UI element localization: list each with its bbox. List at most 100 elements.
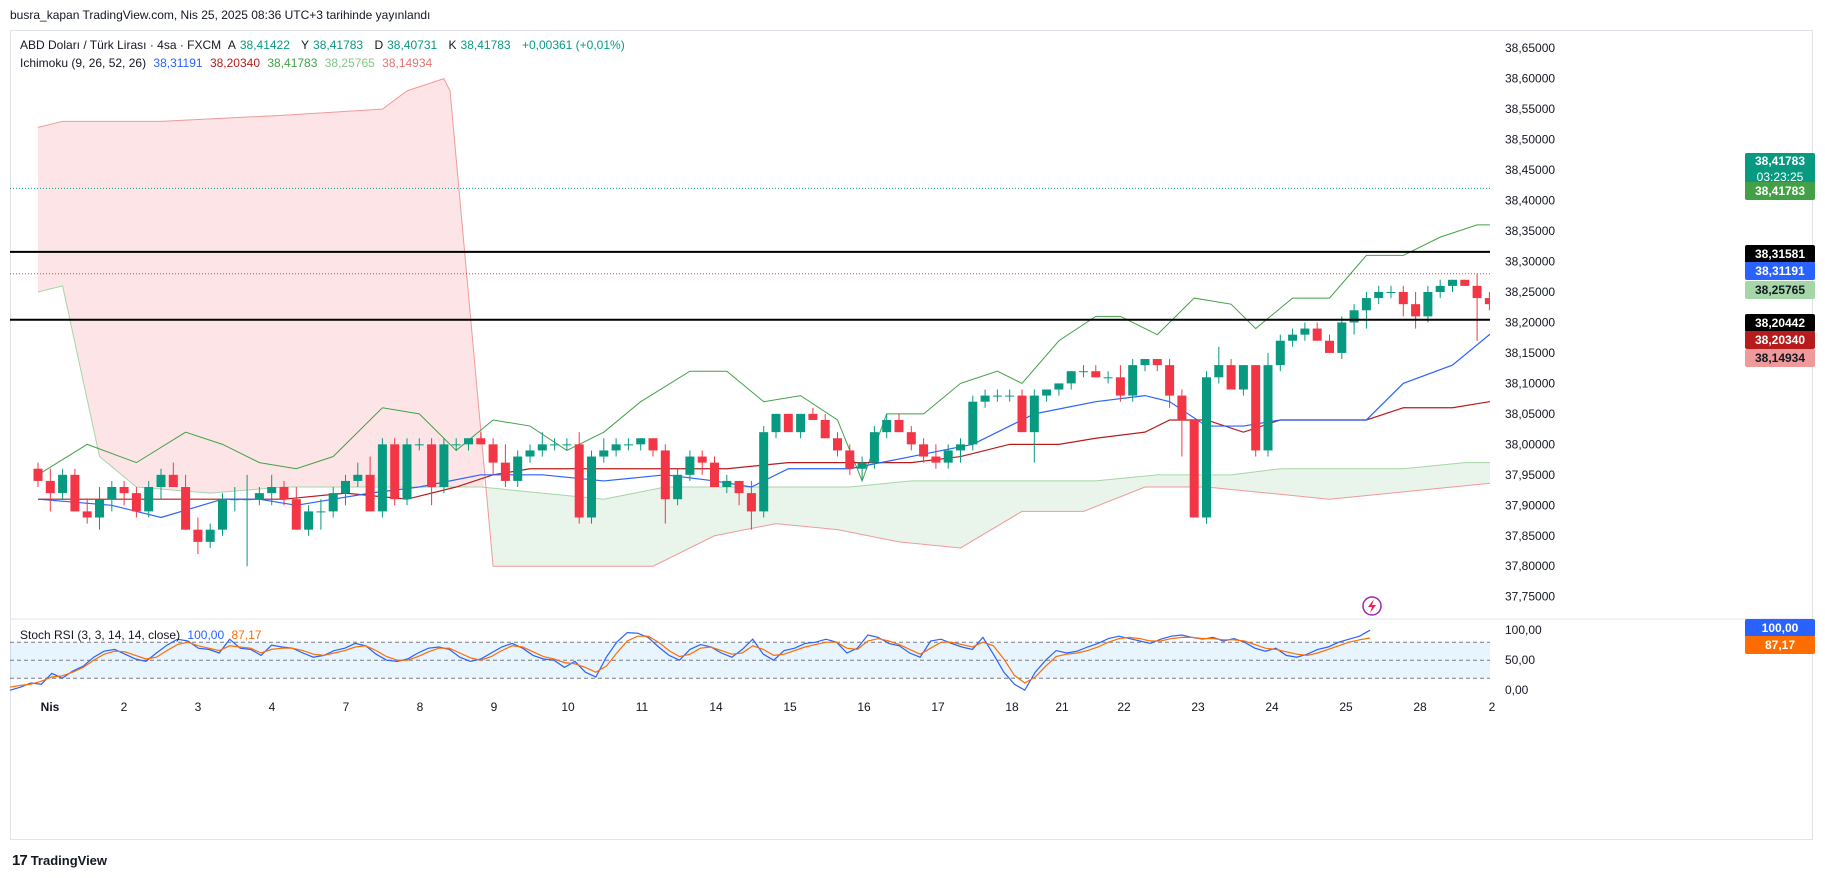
ohlc-open: A 38,41422 xyxy=(227,38,290,52)
x-axis-tick-label: 10 xyxy=(561,700,575,714)
candle-body-up xyxy=(722,480,732,488)
candle-body-up xyxy=(353,474,363,481)
candle-body-down xyxy=(906,432,916,445)
candle-body-up xyxy=(1423,291,1433,317)
candle-body-up xyxy=(1361,298,1371,311)
candle-body-up xyxy=(1522,268,1531,286)
candle-body-up xyxy=(759,432,769,512)
candle-body-up xyxy=(956,444,965,451)
last-price-tag: 38,41783 03:23:25 xyxy=(1745,153,1815,187)
main-pane xyxy=(33,78,1642,567)
candle-body-up xyxy=(869,432,879,463)
x-axis-tick-label: 7 xyxy=(343,700,350,714)
candle-body-down xyxy=(1115,377,1125,396)
x-axis-tick-label: 2 xyxy=(1489,700,1496,714)
candle-body-up xyxy=(587,456,596,518)
last-price-value: 38,41783 xyxy=(1754,154,1806,168)
candle-body-up xyxy=(537,444,547,451)
spanB-tag: 38,14934 xyxy=(1745,349,1815,367)
candle-body-down xyxy=(488,444,498,463)
candle-body-up xyxy=(1497,298,1506,304)
y-axis-tick-label: 38,35000 xyxy=(1505,224,1555,238)
candle-body-down xyxy=(1411,304,1421,317)
candle-body-up xyxy=(267,487,277,494)
candle-body-down xyxy=(919,444,929,457)
y-axis-tick-label: 38,00000 xyxy=(1505,437,1555,451)
candle-body-up xyxy=(796,413,806,433)
x-axis-tick-label: 16 xyxy=(857,700,871,714)
candle-body-up xyxy=(1608,194,1617,273)
candle-body-down xyxy=(33,468,43,481)
x-axis-tick-label: 17 xyxy=(931,700,945,714)
candle-body-down xyxy=(1472,285,1482,299)
candle-body-up xyxy=(980,395,990,402)
candle-body-up xyxy=(562,444,572,446)
stoch-y-tick-label: 50,00 xyxy=(1505,653,1535,667)
stoch-k-value: 100,00 xyxy=(187,628,225,642)
candle-body-down xyxy=(1152,359,1162,366)
x-axis-tick-label: 25 xyxy=(1339,700,1353,714)
x-axis-tick-label: 21 xyxy=(1055,700,1069,714)
candle-body-up xyxy=(1029,395,1039,433)
y-axis-tick-label: 37,85000 xyxy=(1505,529,1555,543)
candle-body-up xyxy=(1066,371,1076,384)
candle-body-down xyxy=(697,456,707,463)
footer-brand: 17 TradingView xyxy=(12,852,107,869)
candle-body-down xyxy=(820,419,830,439)
candle-body-down xyxy=(648,438,658,451)
brand-name: TradingView xyxy=(30,853,108,868)
y-axis-tick-label: 38,40000 xyxy=(1505,194,1555,208)
x-axis-tick-label: 3 xyxy=(195,700,202,714)
candle-body-up xyxy=(1620,194,1629,195)
ohlc-low: D 38,40731 xyxy=(374,38,438,52)
y-axis-tick-label: 38,60000 xyxy=(1505,72,1555,86)
candle-body-up xyxy=(230,499,240,501)
candle-body-up xyxy=(451,444,461,446)
candle-body-down xyxy=(500,462,510,481)
candle-body-down xyxy=(390,444,400,500)
candle-body-down xyxy=(1177,395,1187,420)
hline-upper-tag: 38,31581 xyxy=(1745,245,1815,263)
candle-body-down xyxy=(746,493,756,512)
y-axis-tick-label: 38,25000 xyxy=(1505,285,1555,299)
base-line-tag: 38,20340 xyxy=(1745,331,1815,349)
x-axis-tick-label: Nis xyxy=(41,700,60,714)
candle-body-up xyxy=(943,450,953,463)
y-axis-tick-label: 38,45000 xyxy=(1505,163,1555,177)
y-axis-tick-label: 38,20000 xyxy=(1505,315,1555,329)
candle-body-down xyxy=(1325,340,1334,353)
candle-body-up xyxy=(513,456,523,481)
candle-body-down xyxy=(1091,371,1101,378)
ohlc-high: Y 38,41783 xyxy=(301,38,364,52)
x-axis-tick-label: 14 xyxy=(709,700,723,714)
candle-body-up xyxy=(304,511,314,530)
candle-body-up xyxy=(377,444,387,512)
x-axis-tick-label: 23 xyxy=(1191,700,1205,714)
candle-body-up xyxy=(1559,255,1568,261)
y-axis-tick-label: 38,05000 xyxy=(1505,407,1555,421)
candle-body-down xyxy=(894,419,904,433)
candle-body-down xyxy=(1017,395,1027,433)
candle-body-up xyxy=(1374,291,1384,299)
publish-info: busra_kapan TradingView.com, Nis 25, 202… xyxy=(10,8,431,22)
y-axis-tick-label: 37,75000 xyxy=(1505,590,1555,604)
candle-body-down xyxy=(1571,255,1580,261)
candle-body-down xyxy=(1484,298,1490,305)
candle-body-up xyxy=(685,456,695,475)
ichimoku-base-value: 38,20340 xyxy=(209,56,260,70)
candle-body-up xyxy=(58,474,68,494)
ichimoku-legend: Ichimoku (9, 26, 52, 26) 38,31191 38,203… xyxy=(20,56,436,70)
candle-body-up xyxy=(316,511,326,513)
candle-body-down xyxy=(1596,268,1605,274)
candle-body-up xyxy=(328,493,338,512)
y-axis-tick-label: 37,95000 xyxy=(1505,468,1555,482)
candle-body-down xyxy=(193,529,203,542)
stoch-y-tick-label: 100,00 xyxy=(1505,623,1542,637)
x-axis-tick-label: 24 xyxy=(1265,700,1279,714)
candle-body-up xyxy=(1633,188,1642,194)
candle-body-down xyxy=(931,456,941,463)
spanA-tag: 38,25765 xyxy=(1745,281,1815,299)
candle-body-up xyxy=(1079,371,1088,373)
